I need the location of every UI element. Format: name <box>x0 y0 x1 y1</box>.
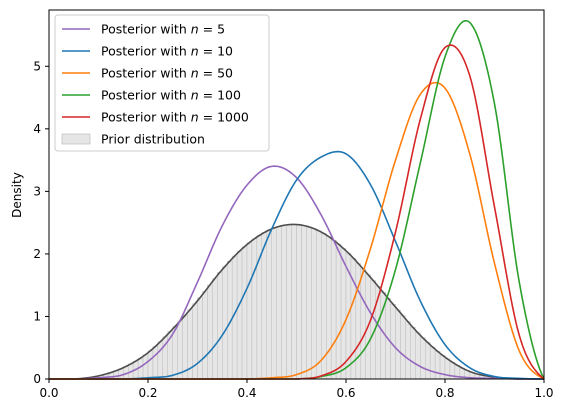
prior-histogram-bar <box>207 284 213 380</box>
prior-histogram-bar <box>147 350 154 380</box>
prior-histogram-bar <box>306 226 312 380</box>
prior-histogram-bar <box>217 272 223 380</box>
prior-histogram-bar <box>390 303 396 380</box>
prior-histogram-bar <box>286 224 292 380</box>
legend-label-2: Posterior with n = 50 <box>101 66 233 81</box>
prior-histogram-bar <box>400 315 406 380</box>
prior-histogram-bar <box>340 248 347 380</box>
series-line-0 <box>49 165 544 380</box>
prior-histogram-bar <box>410 327 416 380</box>
legend-label-0: Posterior with n = 5 <box>101 22 225 37</box>
y-tick-label: 1 <box>33 309 41 323</box>
prior-histogram-bar <box>434 351 441 380</box>
prior-histogram-bar <box>405 321 411 380</box>
prior-histogram-bar <box>360 268 367 380</box>
x-tick-label: 0.8 <box>435 386 454 400</box>
prior-histogram-bar <box>326 236 332 380</box>
prior-histogram-bar <box>335 244 342 380</box>
prior-histogram-bar <box>266 229 272 380</box>
prior-histogram-bar <box>301 225 307 380</box>
prior-histogram-bar <box>415 332 421 380</box>
y-axis-label: Density <box>10 172 24 218</box>
plot-frame <box>48 9 545 380</box>
prior-histogram-bar <box>375 286 381 380</box>
prior-histogram-bar <box>311 228 317 380</box>
prior-histogram-bar <box>316 230 322 380</box>
prior-histogram-bar <box>429 346 436 380</box>
legend-prior-swatch <box>61 133 91 145</box>
legend-box <box>54 14 270 152</box>
prior-histogram-bar <box>142 354 149 380</box>
prior-histogram-bar <box>420 337 426 380</box>
prior-histogram-bar <box>425 342 431 380</box>
x-tick-label: 0.2 <box>138 386 157 400</box>
prior-histogram-bar <box>212 278 218 380</box>
prior-histogram <box>49 223 544 380</box>
prior-histogram-bar <box>152 346 159 380</box>
prior-histogram-bar <box>330 239 337 380</box>
prior-histogram-bar <box>177 320 183 380</box>
prior-histogram-bar <box>197 297 203 380</box>
legend: Posterior with n = 5 Posterior with n = 1… <box>54 14 270 152</box>
prior-histogram-bar <box>291 224 297 380</box>
prior-histogram-bar <box>246 242 253 380</box>
legend-label-prior: Prior distribution <box>101 132 205 147</box>
legend-label-4: Posterior with n = 1000 <box>101 110 249 125</box>
prior-histogram-bar <box>236 250 243 380</box>
x-axis: 0.0 0.2 0.4 0.6 0.8 1.0 <box>39 379 554 400</box>
prior-histogram-bar <box>192 303 198 380</box>
prior-histogram-bar <box>439 355 446 380</box>
prior-histogram-bar <box>276 226 282 380</box>
prior-histogram-bar <box>271 227 277 380</box>
prior-histogram-bar <box>202 291 208 380</box>
y-tick-label: 2 <box>33 247 41 261</box>
prior-histogram-bar <box>395 309 401 380</box>
prior-kde-line <box>49 223 544 380</box>
y-tick-label: 0 <box>33 372 41 386</box>
legend-label-3: Posterior with n = 100 <box>101 88 241 103</box>
prior-histogram-bar <box>241 246 248 380</box>
y-tick-label: 3 <box>33 184 41 198</box>
prior-histogram-bar <box>222 266 228 380</box>
y-tick-label: 5 <box>33 59 41 73</box>
x-tick-label: 1.0 <box>534 386 553 400</box>
x-tick-label: 0.6 <box>336 386 355 400</box>
prior-histogram-bar <box>251 238 258 380</box>
y-axis: 0 1 2 3 4 5 <box>33 59 49 386</box>
x-tick-label: 0.4 <box>237 386 256 400</box>
prior-histogram-bar <box>296 224 302 380</box>
y-tick-label: 4 <box>33 122 41 136</box>
prior-histogram-bar <box>261 232 268 380</box>
prior-histogram-bar <box>281 225 287 380</box>
x-tick-label: 0.0 <box>39 386 58 400</box>
legend-label-1: Posterior with n = 10 <box>101 44 233 59</box>
